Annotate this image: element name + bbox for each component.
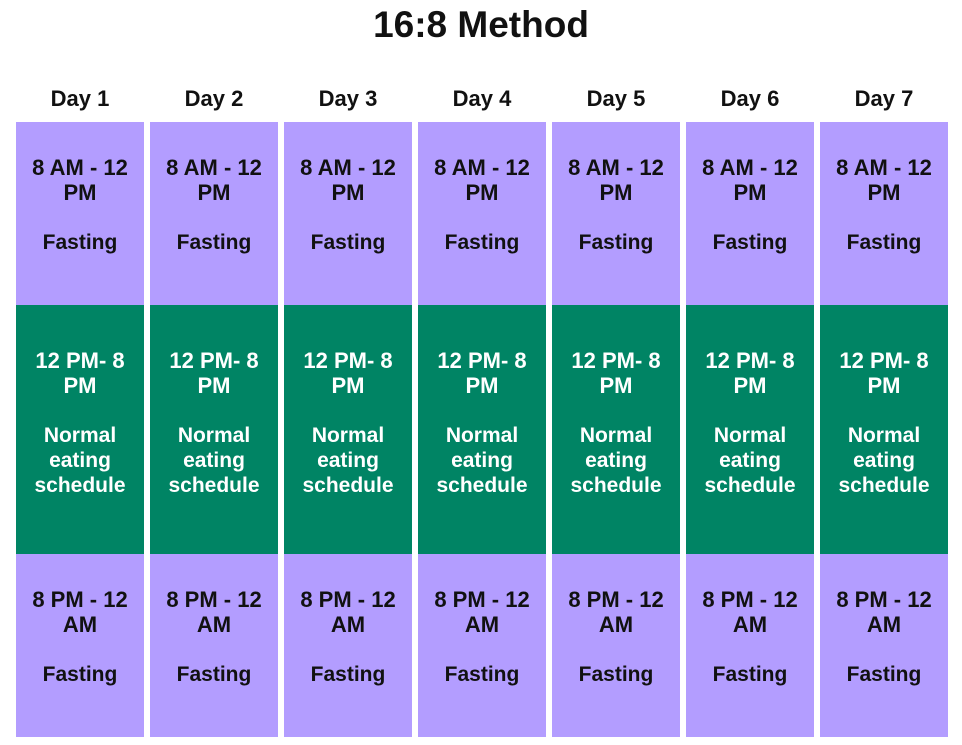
eating-window-block: 12 PM- 8 PM Normal eating schedule xyxy=(284,305,412,554)
time-range: 8 PM - 12 AM xyxy=(836,587,932,637)
fasting-block: 8 PM - 12 AM Fasting xyxy=(552,554,680,737)
time-range: 12 PM- 8 PM xyxy=(437,348,527,398)
fasting-block: 8 AM - 12 PM Fasting xyxy=(820,122,948,305)
fasting-label: Fasting xyxy=(578,663,654,686)
day-header: Day 3 xyxy=(318,86,378,111)
eating-label: Normal eating schedule xyxy=(570,424,662,497)
time-range: 12 PM- 8 PM xyxy=(169,348,259,398)
eating-window-block: 12 PM- 8 PM Normal eating schedule xyxy=(418,305,546,554)
day-column: 8 AM - 12 PM Fasting 12 PM- 8 PM Normal eat… xyxy=(150,122,278,737)
fasting-label: Fasting xyxy=(444,231,520,254)
time-range: 8 PM - 12 AM xyxy=(32,587,128,637)
fasting-label: Fasting xyxy=(444,663,520,686)
time-range: 8 AM - 12 PM xyxy=(166,155,262,205)
time-range: 8 AM - 12 PM xyxy=(434,155,530,205)
day-column: 8 AM - 12 PM Fasting 12 PM- 8 PM Normal eat… xyxy=(552,122,680,737)
fasting-label: Fasting xyxy=(310,231,386,254)
day-header: Day 6 xyxy=(720,86,780,111)
fasting-label: Fasting xyxy=(712,663,788,686)
day-header: Day 2 xyxy=(184,86,244,111)
fasting-block: 8 PM - 12 AM Fasting xyxy=(418,554,546,737)
day-header: Day 7 xyxy=(854,86,914,111)
day-column: 8 AM - 12 PM Fasting 12 PM- 8 PM Normal eat… xyxy=(686,122,814,737)
fasting-block: 8 AM - 12 PM Fasting xyxy=(418,122,546,305)
fasting-label: Fasting xyxy=(42,663,118,686)
eating-label: Normal eating schedule xyxy=(436,424,528,497)
day-column: 8 AM - 12 PM Fasting 12 PM- 8 PM Normal eat… xyxy=(16,122,144,737)
eating-label: Normal eating schedule xyxy=(704,424,796,497)
time-range: 8 PM - 12 AM xyxy=(568,587,664,637)
time-range: 8 PM - 12 AM xyxy=(434,587,530,637)
time-range: 8 AM - 12 PM xyxy=(32,155,128,205)
page-title: 16:8 Method xyxy=(373,4,589,45)
fasting-block: 8 AM - 12 PM Fasting xyxy=(150,122,278,305)
fasting-label: Fasting xyxy=(846,663,922,686)
fasting-block: 8 PM - 12 AM Fasting xyxy=(16,554,144,737)
time-range: 12 PM- 8 PM xyxy=(303,348,393,398)
fasting-block: 8 AM - 12 PM Fasting xyxy=(552,122,680,305)
day-column: 8 AM - 12 PM Fasting 12 PM- 8 PM Normal eat… xyxy=(284,122,412,737)
day-header: Day 4 xyxy=(452,86,512,111)
day-header: Day 5 xyxy=(586,86,646,111)
eating-label: Normal eating schedule xyxy=(302,424,394,497)
fasting-block: 8 AM - 12 PM Fasting xyxy=(16,122,144,305)
fasting-block: 8 PM - 12 AM Fasting xyxy=(686,554,814,737)
time-range: 8 PM - 12 AM xyxy=(702,587,798,637)
fasting-label: Fasting xyxy=(846,231,922,254)
fasting-block: 8 AM - 12 PM Fasting xyxy=(686,122,814,305)
eating-window-block: 12 PM- 8 PM Normal eating schedule xyxy=(820,305,948,554)
fasting-label: Fasting xyxy=(578,231,654,254)
fasting-block: 8 PM - 12 AM Fasting xyxy=(284,554,412,737)
fasting-label: Fasting xyxy=(176,231,252,254)
eating-window-block: 12 PM- 8 PM Normal eating schedule xyxy=(552,305,680,554)
eating-window-block: 12 PM- 8 PM Normal eating schedule xyxy=(686,305,814,554)
fasting-block: 8 AM - 12 PM Fasting xyxy=(284,122,412,305)
eating-label: Normal eating schedule xyxy=(168,424,260,497)
time-range: 8 AM - 12 PM xyxy=(836,155,932,205)
eating-window-block: 12 PM- 8 PM Normal eating schedule xyxy=(16,305,144,554)
fasting-block: 8 PM - 12 AM Fasting xyxy=(820,554,948,737)
time-range: 8 PM - 12 AM xyxy=(300,587,396,637)
fasting-label: Fasting xyxy=(712,231,788,254)
fasting-label: Fasting xyxy=(176,663,252,686)
time-range: 8 AM - 12 PM xyxy=(300,155,396,205)
fasting-label: Fasting xyxy=(310,663,386,686)
fasting-label: Fasting xyxy=(42,231,118,254)
time-range: 12 PM- 8 PM xyxy=(35,348,125,398)
eating-label: Normal eating schedule xyxy=(34,424,126,497)
time-range: 8 PM - 12 AM xyxy=(166,587,262,637)
time-range: 12 PM- 8 PM xyxy=(705,348,795,398)
fasting-block: 8 PM - 12 AM Fasting xyxy=(150,554,278,737)
eating-window-block: 12 PM- 8 PM Normal eating schedule xyxy=(150,305,278,554)
time-range: 8 AM - 12 PM xyxy=(702,155,798,205)
day-column: 8 AM - 12 PM Fasting 12 PM- 8 PM Normal eat… xyxy=(820,122,948,737)
day-column: 8 AM - 12 PM Fasting 12 PM- 8 PM Normal eat… xyxy=(418,122,546,737)
time-range: 8 AM - 12 PM xyxy=(568,155,664,205)
eating-label: Normal eating schedule xyxy=(838,424,930,497)
time-range: 12 PM- 8 PM xyxy=(839,348,929,398)
time-range: 12 PM- 8 PM xyxy=(571,348,661,398)
day-header: Day 1 xyxy=(50,86,110,111)
